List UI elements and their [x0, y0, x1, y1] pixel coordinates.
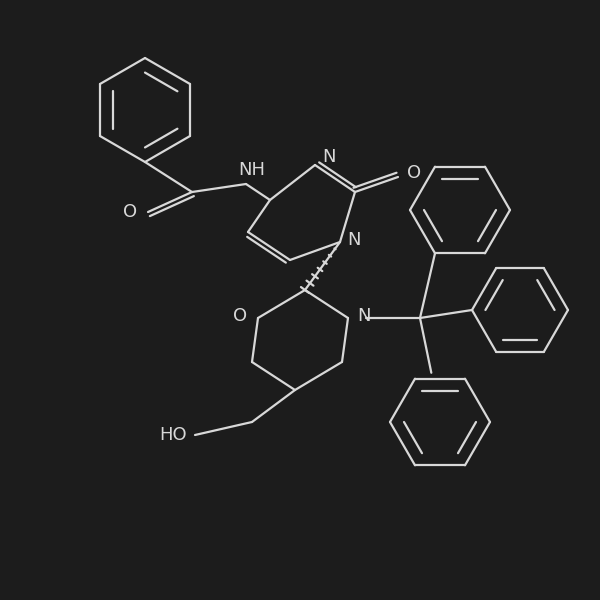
Text: NH: NH	[239, 161, 265, 179]
Text: N: N	[322, 148, 336, 166]
Text: N: N	[357, 307, 371, 325]
Text: O: O	[123, 203, 137, 221]
Text: O: O	[407, 164, 421, 182]
Text: HO: HO	[159, 426, 187, 444]
Text: O: O	[233, 307, 247, 325]
Text: N: N	[347, 231, 361, 249]
